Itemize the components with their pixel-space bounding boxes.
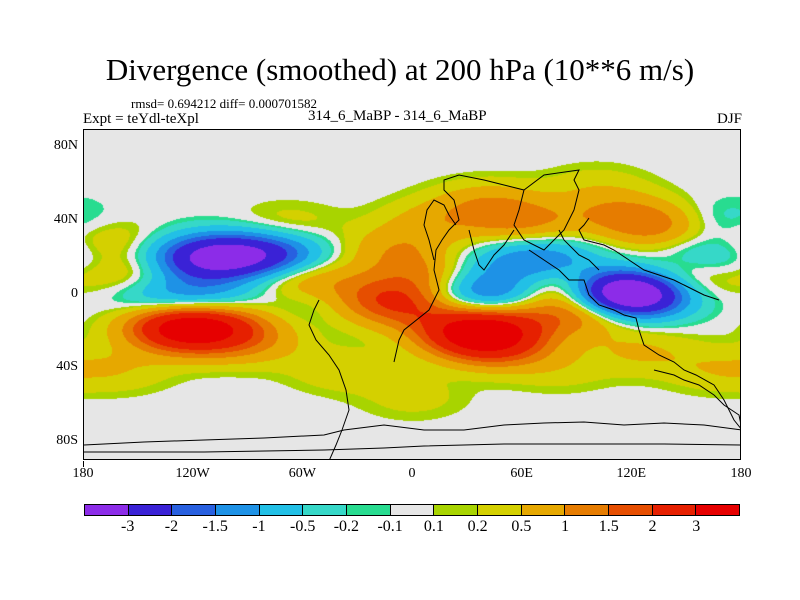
colorbar-level-label: -2 [164, 518, 179, 535]
antarctica-coast-2 [84, 443, 740, 453]
x-tick-label: 0 [408, 466, 416, 481]
colorbar-level-label: 2 [648, 518, 657, 535]
colorbar-swatch [390, 505, 435, 515]
arabia-coast [468, 229, 515, 271]
colorbar-level-label: -0.2 [333, 518, 360, 535]
antarctica-coast [84, 421, 740, 446]
colorbar-level-label: 1.5 [598, 518, 619, 535]
africa-coast [528, 249, 740, 429]
x-tick-mark [83, 461, 84, 467]
colorbar-swatch [216, 505, 260, 515]
x-tick-label: 120E [616, 466, 647, 481]
x-tick-label: 60W [288, 466, 316, 481]
rmsd-diff-stats: rmsd= 0.694212 diff= 0.000701582 [131, 96, 317, 111]
colorbar-swatch [609, 505, 653, 515]
australia-coast [653, 369, 740, 423]
india-coast [558, 229, 600, 271]
colorbar-swatch [565, 505, 610, 515]
y-tick-label: 80N [53, 138, 78, 154]
colorbar-swatch [478, 505, 522, 515]
colorbar-level-label: 0.2 [467, 518, 488, 535]
coastline-outlines [84, 169, 740, 459]
x-tick-label: 180 [72, 466, 94, 481]
y-tick-label: 0 [71, 285, 78, 301]
colorbar-swatch [347, 505, 391, 515]
colorbar-swatch [434, 505, 479, 515]
divergence-field [84, 130, 740, 459]
experiment-label: Expt = teYdl-teXpl [83, 111, 199, 127]
colorbar-level-label: 3 [692, 518, 701, 535]
plot-title: Divergence (smoothed) at 200 hPa (10**6 … [105, 52, 695, 87]
north-america-coast [393, 169, 580, 363]
colorbar [84, 504, 740, 516]
colorbar-swatch [696, 505, 740, 515]
colorbar-swatch [521, 505, 566, 515]
colorbar-swatch [128, 505, 173, 515]
colorbar-level-label: -1 [252, 518, 266, 535]
greenland-coast [423, 199, 457, 261]
x-tick-label: 180 [730, 466, 752, 481]
cases-label: 314_6_MaBP - 314_6_MaBP [308, 108, 487, 124]
season-label: DJF [716, 111, 742, 127]
colorbar-swatch [172, 505, 217, 515]
y-tick-label: 40N [53, 211, 78, 227]
asia-coast [578, 217, 720, 301]
colorbar-level-label: 0.1 [423, 518, 444, 535]
y-tick-label: 80S [56, 432, 78, 448]
y-tick-label: 40S [56, 359, 78, 375]
colorbar-level-label: -3 [121, 518, 135, 535]
colorbar-swatch [652, 505, 697, 515]
colorbar-level-label: 1 [561, 518, 570, 535]
colorbar-level-label: -0.5 [289, 518, 316, 535]
south-america-coast [308, 299, 350, 459]
colorbar-level-label: -1.5 [202, 518, 228, 535]
colorbar-level-label: 0.5 [511, 518, 532, 535]
colorbar-swatch [85, 505, 129, 515]
colorbar-swatch [303, 505, 348, 515]
colorbar-level-label: -0.1 [377, 518, 403, 535]
x-tick-label: 60E [510, 466, 533, 481]
colorbar-swatch [259, 505, 304, 515]
divergence-map [83, 129, 741, 460]
x-tick-label: 120W [175, 466, 210, 481]
